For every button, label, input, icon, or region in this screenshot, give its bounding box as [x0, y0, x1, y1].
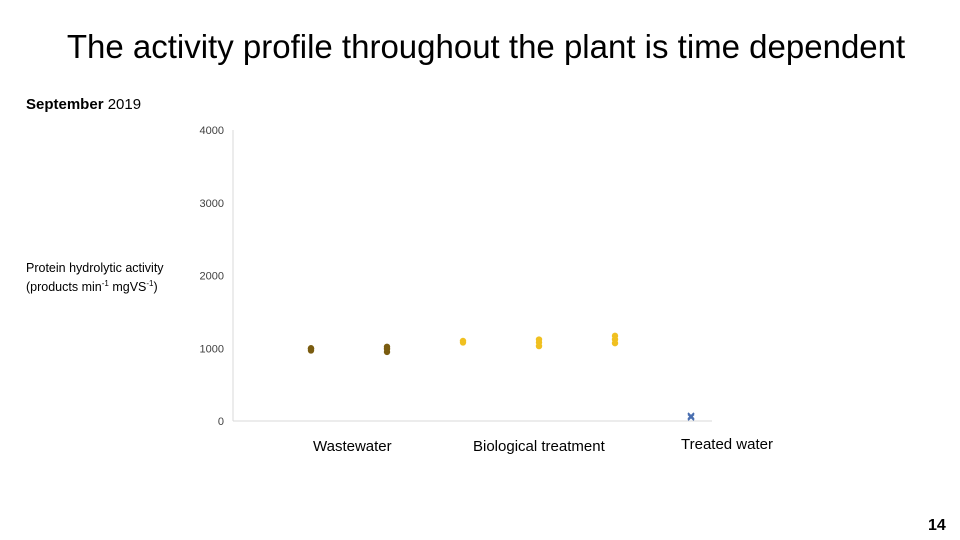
y-tick-label: 2000 — [200, 271, 224, 283]
data-point — [611, 332, 619, 340]
y-axis-label-unit: (products min-1 mgVS-1) — [26, 279, 158, 295]
data-point — [687, 413, 695, 421]
data-point — [307, 345, 315, 352]
x-category-wastewater: Wastewater — [313, 438, 392, 455]
x-category-treated-water: Treated water — [681, 436, 773, 453]
subtitle-month: September — [26, 96, 104, 113]
y-axis-label: Protein hydrolytic activity (products mi… — [26, 260, 164, 295]
y-axis-label-main: Protein hydrolytic activity — [26, 261, 164, 275]
data-point — [383, 343, 391, 350]
data-point — [687, 412, 695, 420]
slide-title: The activity profile throughout the plan… — [66, 28, 906, 65]
y-tick-label: 4000 — [200, 125, 224, 137]
data-point — [535, 336, 543, 343]
subtitle-year: 2019 — [103, 96, 142, 113]
data-point — [459, 337, 467, 345]
y-tick-label: 1000 — [200, 343, 224, 355]
page-number: 14 — [928, 517, 946, 534]
slide-subtitle: September 2019 — [26, 96, 141, 113]
y-tick-label: 3000 — [200, 198, 224, 210]
x-category-biological-treatment: Biological treatment — [473, 438, 605, 455]
y-tick-label: 0 — [218, 416, 224, 428]
